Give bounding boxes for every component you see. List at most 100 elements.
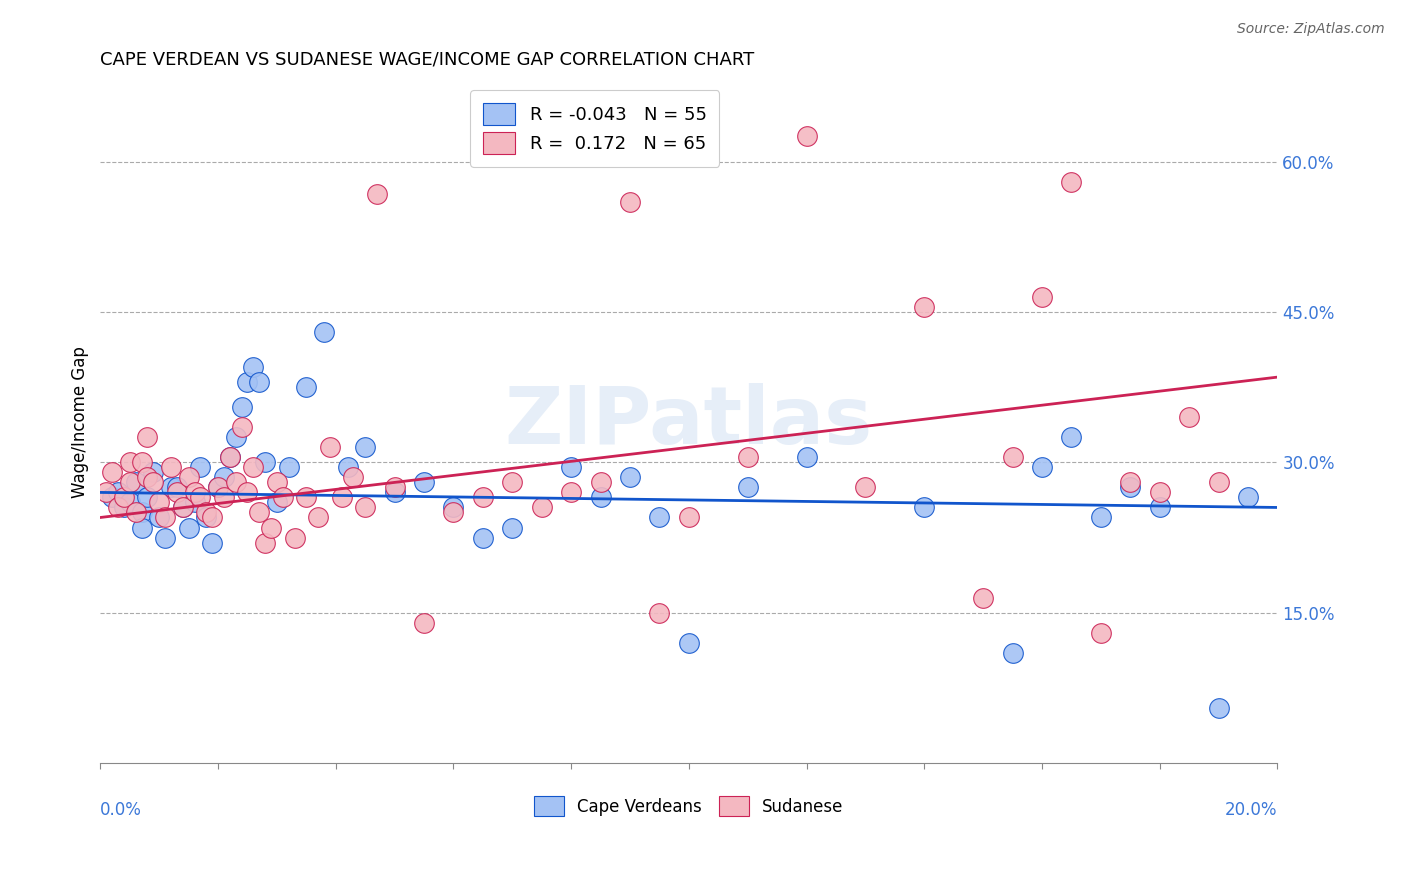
Point (1001, 646, 1024, 660)
Point (260, 520, 283, 534)
Point (212, 491, 235, 505)
Point (142, 475, 165, 490)
Point (501, 475, 523, 490)
Point (142, 466, 165, 480)
Point (443, 506, 465, 520)
Point (195, 506, 218, 520)
Point (183, 495, 205, 509)
Point (1149, 500, 1171, 515)
Point (101, 466, 124, 480)
Point (242, 460, 264, 475)
Point (619, 194, 641, 209)
Point (1031, 460, 1053, 475)
Point (266, 495, 288, 509)
Point (136, 491, 159, 505)
Text: 20.0%: 20.0% (1225, 801, 1278, 819)
Point (131, 455, 153, 469)
Point (124, 475, 146, 490)
Point (112, 500, 135, 515)
Point (207, 480, 229, 494)
Point (172, 500, 194, 515)
Point (107, 485, 129, 500)
Point (737, 450, 759, 465)
Point (307, 510, 329, 524)
Point (1001, 450, 1024, 465)
Point (1208, 701, 1230, 715)
Point (443, 500, 465, 515)
Point (166, 485, 188, 500)
Point (501, 520, 523, 534)
Point (295, 491, 318, 505)
Point (1208, 475, 1230, 490)
Point (131, 506, 153, 520)
Point (207, 480, 229, 494)
Point (560, 485, 582, 500)
Point (342, 470, 364, 484)
Point (312, 325, 335, 339)
Point (912, 500, 935, 515)
Point (277, 460, 299, 475)
Point (1060, 175, 1083, 189)
Point (242, 360, 264, 375)
Point (190, 460, 212, 475)
Point (336, 460, 359, 475)
Point (1178, 410, 1201, 425)
Point (136, 430, 159, 444)
Point (1031, 290, 1053, 304)
Point (172, 500, 194, 515)
Point (330, 491, 353, 505)
Point (413, 615, 436, 630)
Point (160, 480, 183, 494)
Point (218, 450, 240, 465)
Point (1119, 475, 1142, 490)
Point (148, 495, 170, 509)
Point (231, 401, 253, 415)
Point (471, 531, 494, 545)
Point (225, 475, 247, 490)
Point (118, 475, 141, 490)
Point (166, 480, 188, 494)
Point (796, 450, 818, 465)
Point (190, 491, 212, 505)
Point (354, 440, 377, 454)
Point (218, 450, 240, 465)
Point (183, 485, 205, 500)
Point (124, 506, 146, 520)
Point (254, 455, 277, 469)
Point (160, 460, 183, 475)
Point (678, 636, 700, 650)
Point (177, 470, 200, 484)
Point (153, 531, 176, 545)
Point (384, 480, 406, 494)
Y-axis label: Wage/Income Gap: Wage/Income Gap (72, 346, 89, 498)
Point (148, 510, 170, 524)
Point (236, 375, 259, 389)
Point (118, 455, 141, 469)
Point (101, 491, 124, 505)
Point (1060, 430, 1083, 444)
Point (96, 485, 118, 500)
Point (413, 475, 436, 490)
Point (648, 510, 671, 524)
Point (384, 485, 406, 500)
Point (912, 300, 935, 314)
Point (589, 491, 612, 505)
Point (589, 475, 612, 490)
Text: CAPE VERDEAN VS SUDANESE WAGE/INCOME GAP CORRELATION CHART: CAPE VERDEAN VS SUDANESE WAGE/INCOME GAP… (100, 51, 755, 69)
Point (266, 475, 288, 490)
Point (648, 606, 671, 620)
Point (201, 535, 224, 549)
Point (195, 510, 218, 524)
Text: ZIPatlas: ZIPatlas (505, 384, 873, 461)
Point (530, 500, 553, 515)
Point (560, 460, 582, 475)
Point (619, 470, 641, 484)
Point (177, 520, 200, 534)
Point (354, 500, 377, 515)
Point (153, 510, 176, 524)
Point (118, 495, 141, 509)
Point (855, 480, 877, 494)
Point (212, 470, 235, 484)
Point (319, 440, 342, 454)
Point (737, 480, 759, 494)
